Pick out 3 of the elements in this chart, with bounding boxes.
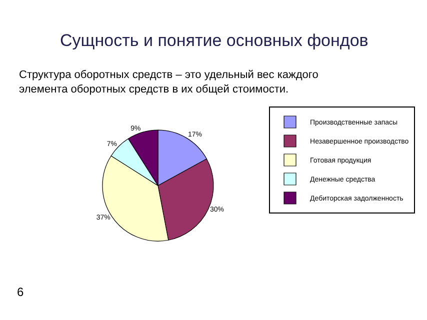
chart-subtitle: Структура оборотных средств – это удельный вес каждого элемента оборотных средств в их общей стоимости. <box>19 69 318 96</box>
text: 6 <box>17 285 24 299</box>
chart-title: Сущность и понятие основных фондов <box>60 31 368 50</box>
